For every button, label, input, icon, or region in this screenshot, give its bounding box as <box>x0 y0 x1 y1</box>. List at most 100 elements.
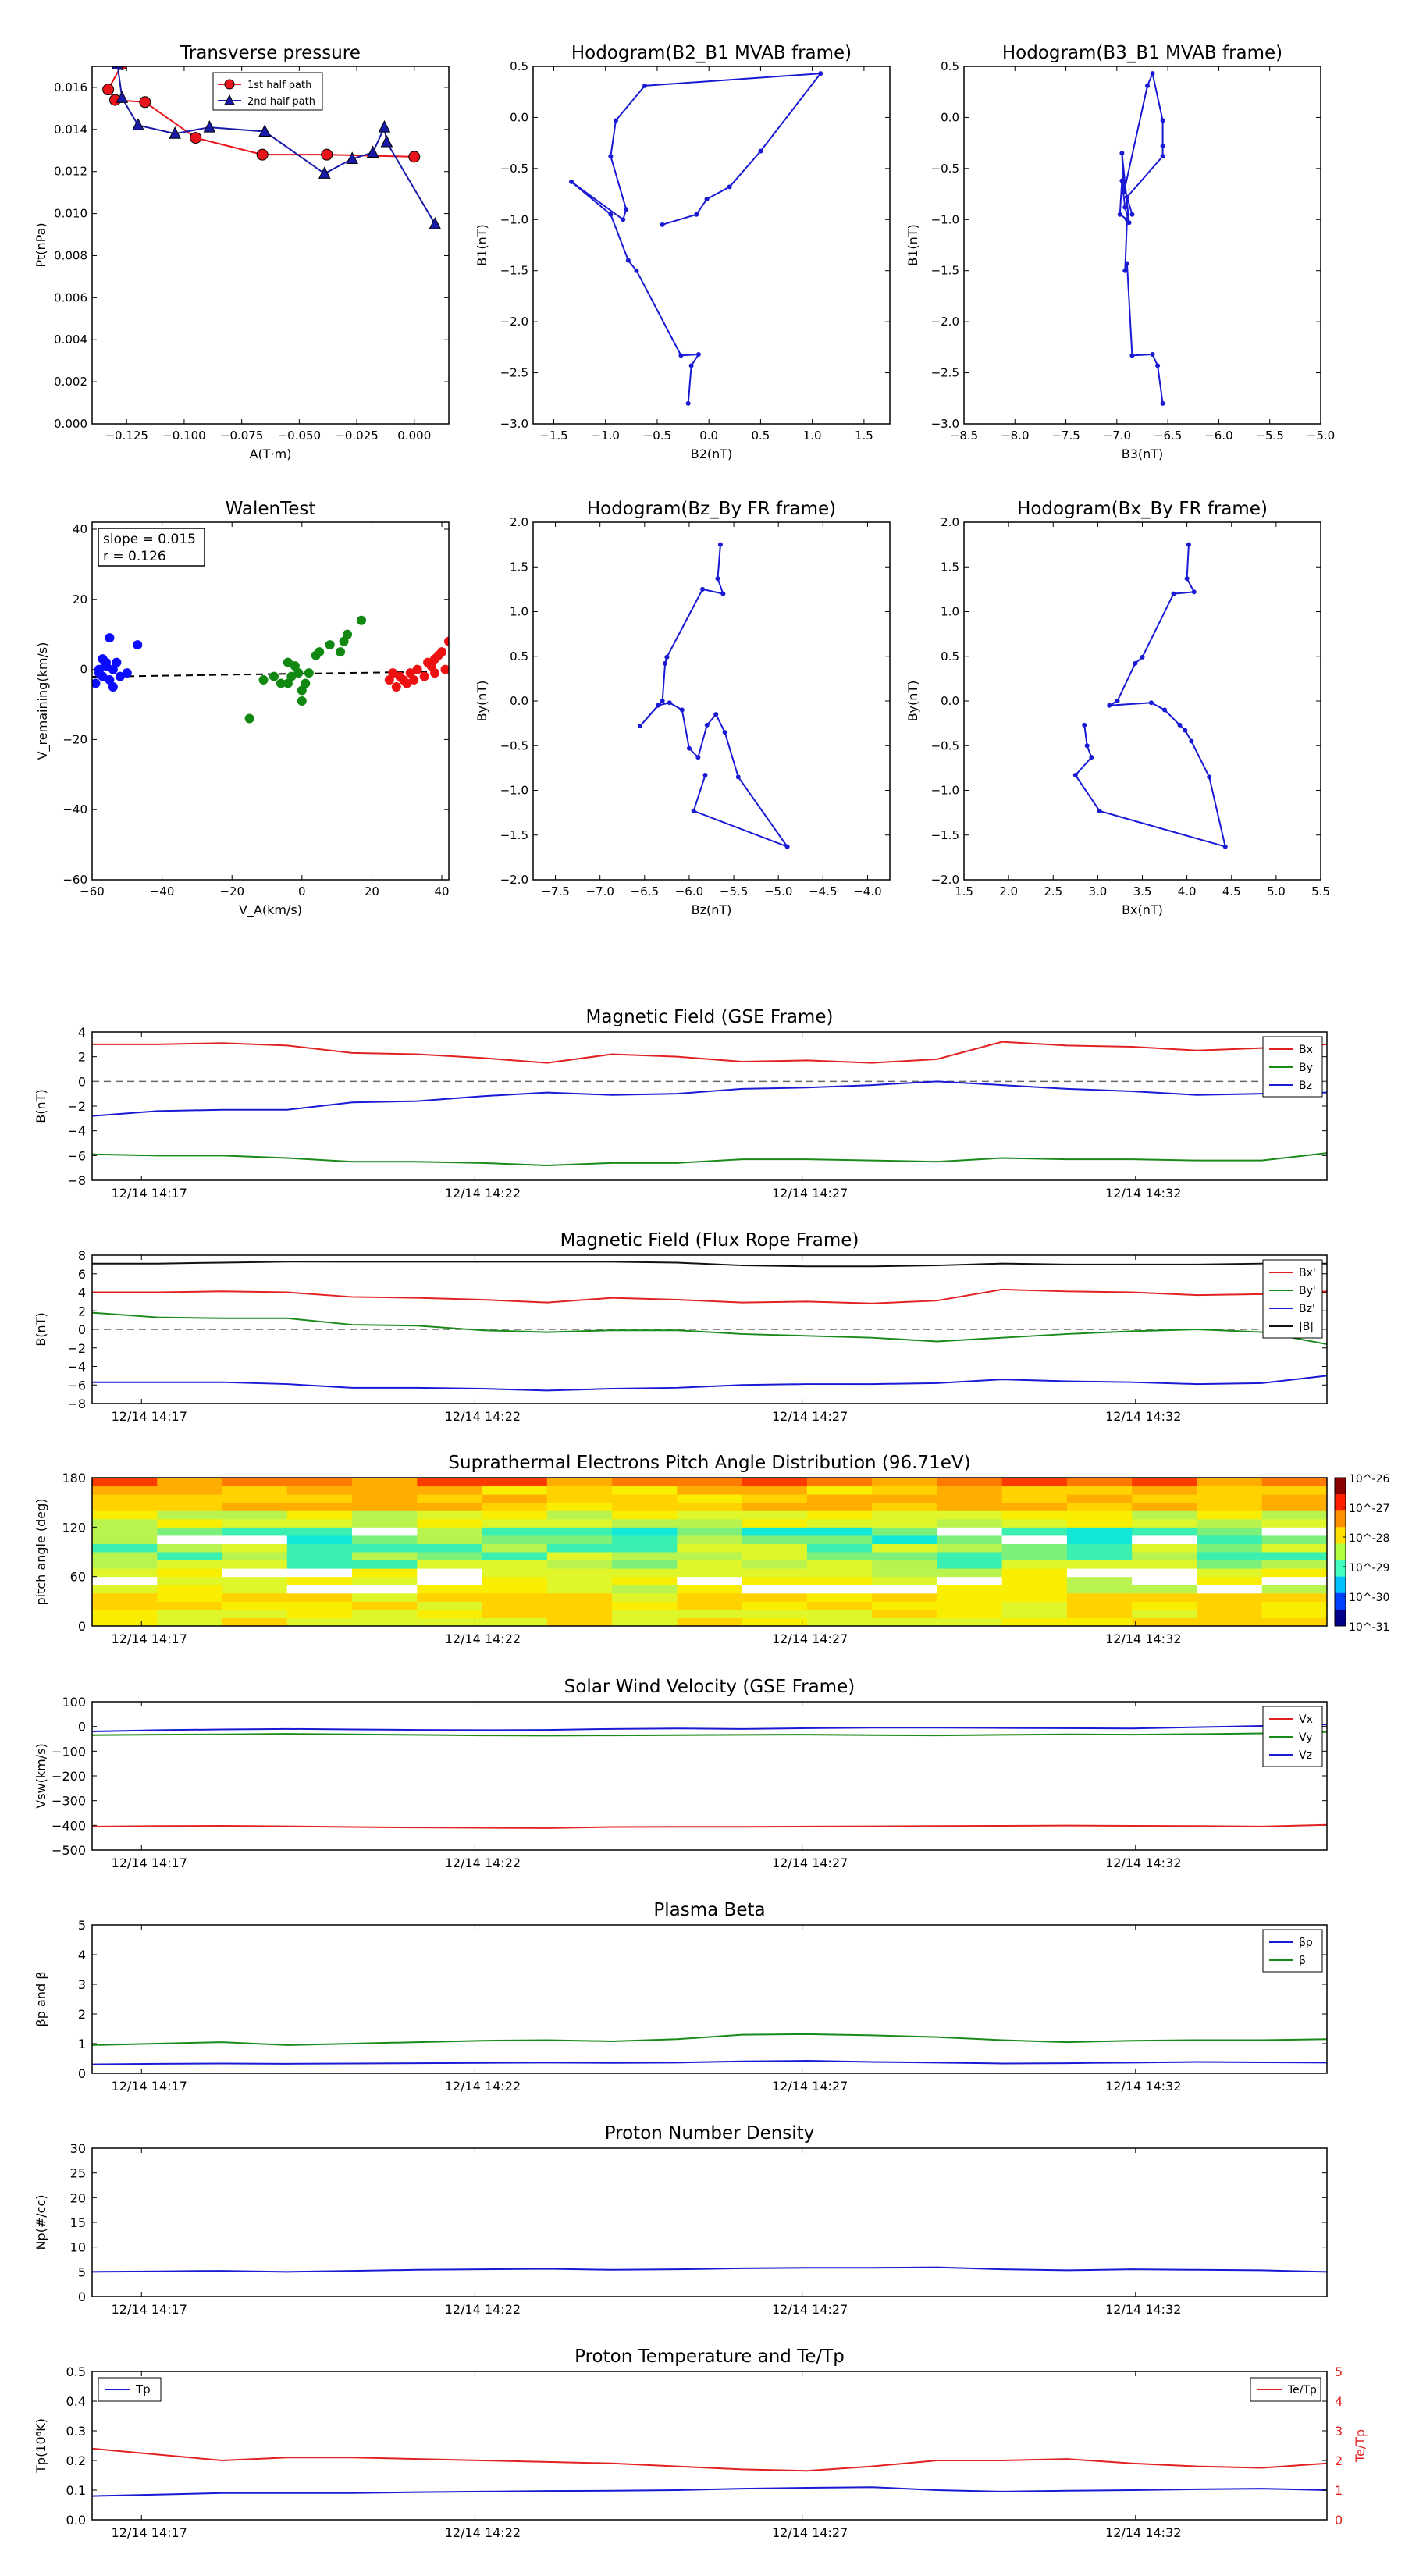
heatmap-cell <box>1197 1494 1263 1503</box>
heatmap-cell <box>806 1494 873 1503</box>
y-tick-label: 5 <box>78 1918 86 1933</box>
y-tick-label: −1.5 <box>500 264 528 278</box>
heatmap-cell <box>352 1601 418 1610</box>
series-line <box>92 1080 1327 1117</box>
heatmap-cell <box>742 1585 808 1594</box>
colorbar-label: 10^-28 <box>1349 1532 1389 1545</box>
data-point <box>702 773 708 778</box>
plot-frame <box>963 521 1321 881</box>
data-point <box>384 675 394 685</box>
heatmap-cell <box>937 1535 1003 1544</box>
heatmap-cell <box>482 1543 548 1553</box>
panel-np: Proton Number Density 12/14 14:17 12/14 14… <box>34 2123 1328 2317</box>
data-point <box>105 675 115 685</box>
y-tick-label: 10 <box>70 2240 86 2255</box>
y-tick-label: 0 <box>80 663 87 677</box>
y-tick-label: −4 <box>67 1360 86 1375</box>
data-point <box>1160 154 1165 159</box>
heatmap-cell <box>937 1617 1003 1627</box>
heatmap-cell <box>612 1601 678 1610</box>
x-tick-label: 4.5 <box>1222 884 1241 898</box>
heatmap-cell <box>742 1617 808 1627</box>
heatmap-cells <box>92 1478 1328 1627</box>
heatmap-cell <box>1197 1527 1263 1536</box>
heatmap-cell <box>677 1576 743 1585</box>
heatmap-cell <box>612 1585 678 1594</box>
plot-area <box>92 1041 1327 1167</box>
heatmap-cell <box>92 1560 158 1569</box>
x-tick-label: 12/14 14:27 <box>772 1856 848 1870</box>
chart-title: Hodogram(B2_B1 MVAB frame) <box>571 43 852 63</box>
heatmap-cell <box>222 1527 288 1536</box>
y-tick-label: 5 <box>78 2265 86 2279</box>
heatmap-cell <box>1066 1609 1133 1618</box>
x-tick-label: −6.0 <box>1204 429 1232 443</box>
heatmap-cell <box>1066 1518 1133 1528</box>
heatmap-cell <box>222 1585 288 1594</box>
y-tick-label-right: 4 <box>1335 2394 1343 2409</box>
y-axis-label: Tp(10⁶K) <box>34 2418 48 2474</box>
x-tick-label: −0.075 <box>220 429 264 443</box>
y-tick-label: −8 <box>67 1397 86 1411</box>
data-point <box>664 654 670 660</box>
heatmap-cell <box>482 1617 548 1627</box>
annotation-box <box>98 528 205 567</box>
heatmap-cell <box>677 1527 743 1536</box>
heatmap-cell <box>1001 1585 1068 1594</box>
heatmap-cell <box>482 1601 548 1610</box>
panel-tp: Proton Temperature and Te/Tp 12/14 14:17 1… <box>34 2347 1368 2540</box>
heatmap-cell <box>742 1485 808 1495</box>
heatmap-cell <box>742 1527 808 1536</box>
x-tick-label: −60 <box>80 884 105 898</box>
heatmap-cell <box>222 1560 288 1569</box>
heatmap-cell <box>157 1502 223 1511</box>
heatmap-cell <box>806 1543 873 1553</box>
heatmap-cell <box>352 1592 418 1602</box>
data-point <box>339 636 349 646</box>
panel-walen: WalenTest −60 −40 −20 0 20 40 −60 −40 −20 0 20 40 V_A… <box>35 499 450 918</box>
heatmap-cell <box>742 1568 808 1578</box>
data-point <box>621 217 626 222</box>
data-point <box>409 675 419 685</box>
heatmap-cell <box>417 1552 483 1561</box>
x-tick-label: 12/14 14:22 <box>445 1409 521 1424</box>
heatmap-cell <box>612 1592 678 1602</box>
y-tick-label: −1.0 <box>500 784 528 798</box>
data-point <box>722 730 727 735</box>
x-tick-label: −0.100 <box>162 429 206 443</box>
data-point <box>1171 591 1176 596</box>
heatmap-cell <box>806 1576 873 1585</box>
heatmap-cell <box>1197 1560 1263 1569</box>
panel-hodo_bxby: Hodogram(Bx_By FR frame) 1.5 2.0 2.5 3.0 3.5 4… <box>905 499 1330 917</box>
series-line <box>92 1288 1327 1304</box>
plot-area <box>92 1261 1327 1392</box>
heatmap-cell <box>612 1494 678 1503</box>
y-tick-label: 4 <box>78 1025 86 1040</box>
y-axis-label: βp and β <box>34 1972 48 2027</box>
heatmap-cell <box>286 1502 353 1511</box>
series-line <box>1119 70 1164 404</box>
data-point <box>405 668 415 678</box>
heatmap-cell <box>482 1560 548 1569</box>
data-point <box>283 657 293 667</box>
data-point <box>634 268 639 273</box>
y-tick-label: −200 <box>52 1769 86 1784</box>
heatmap-cell <box>742 1592 808 1602</box>
data-point <box>1082 722 1087 728</box>
series-line <box>92 1375 1327 1392</box>
legend-label: Tp <box>135 2382 151 2396</box>
heatmap-cell <box>157 1552 223 1561</box>
y-tick-label: 0.4 <box>66 2394 86 2409</box>
y-axis-label: Np(#/cc) <box>34 2195 48 2250</box>
heatmap-cell <box>742 1502 808 1511</box>
heatmap-cell <box>1261 1552 1328 1561</box>
x-tick-label: 3.0 <box>1088 884 1107 898</box>
chart-title: Hodogram(Bx_By FR frame) <box>1017 499 1268 519</box>
x-tick-label: 1.5 <box>955 884 973 898</box>
heatmap-cell <box>937 1601 1003 1610</box>
y-tick-label: −0.5 <box>500 738 528 753</box>
y-tick-label-right: 3 <box>1335 2424 1343 2439</box>
y-tick-label: 0 <box>78 1619 86 1634</box>
x-tick-label: −4.0 <box>853 884 881 898</box>
y-axis-label: B1(nT) <box>905 224 920 266</box>
